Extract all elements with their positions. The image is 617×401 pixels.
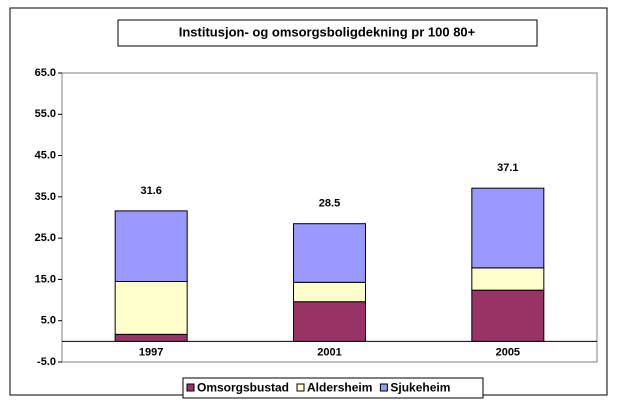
legend-swatch [296,383,305,392]
bar-segment [471,267,545,291]
x-tick-label: 2005 [496,346,520,358]
y-tick-label: 45.0 [35,149,56,161]
bar-segment [114,333,188,342]
legend-swatch [186,383,195,392]
y-tick-label: 25.0 [35,232,56,244]
bar-segment [293,301,366,342]
bar-segment [471,289,545,342]
y-tick-label: -5.0 [37,356,56,368]
legend-label: Omsorgsbustad [197,381,289,395]
bar-segment [293,281,366,303]
title-box [117,19,538,47]
legend-swatch [379,383,388,392]
total-label: 31.6 [140,185,161,197]
y-tick-label: 65.0 [35,67,56,79]
x-tick-label: 1997 [139,346,163,358]
total-label: 28.5 [319,198,340,210]
bar-segment [114,280,188,335]
y-tick-label: 15.0 [35,273,56,285]
chart-title: Institusjon- og omsorgsboligdekning pr 1… [179,24,476,39]
legend-label: Sjukeheim [390,381,450,395]
x-tick-label: 2001 [317,346,341,358]
y-tick-label: 35.0 [35,191,56,203]
y-tick-label: 5.0 [41,315,56,327]
legend-box [182,377,484,399]
total-label: 37.1 [497,162,518,174]
bar-segment [471,187,545,269]
bar-segment [293,223,366,283]
y-tick-label: 55.0 [35,108,56,120]
legend-label: Aldersheim [307,381,372,395]
bar-segment [114,210,188,282]
